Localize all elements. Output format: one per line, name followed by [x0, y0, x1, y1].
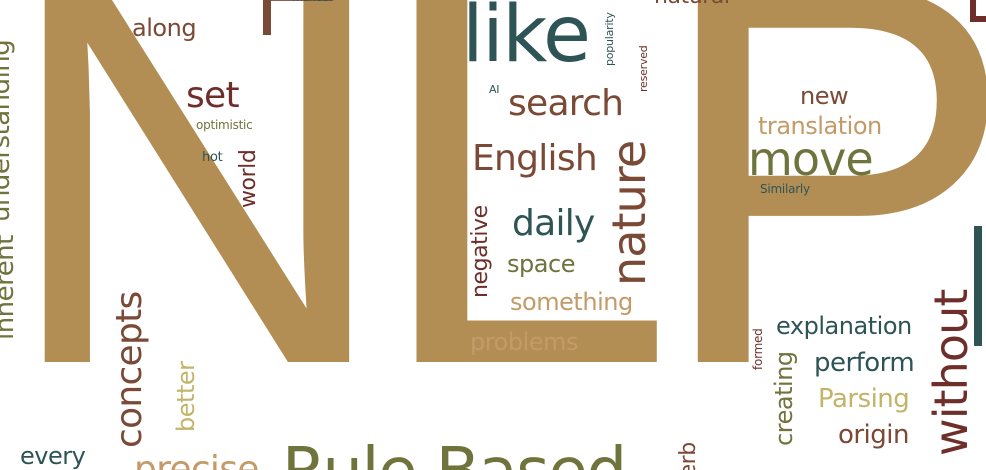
word-rule-based: Rule-Based [282, 440, 627, 470]
word-understanding: understanding [0, 39, 16, 222]
word-ai: AI [489, 83, 500, 96]
word-explanation: explanation [776, 312, 912, 340]
word-optimistic: optimistic [196, 118, 253, 132]
word-perform: perform [814, 348, 915, 378]
word-nature: nature [602, 140, 656, 286]
word-l-fragment: L [240, 0, 352, 34]
word-concepts: concepts [109, 291, 150, 448]
word-search: search [508, 83, 624, 124]
word-move: move [748, 132, 874, 186]
word-something: something [510, 288, 633, 316]
right-edge-glyph-bottom [974, 226, 986, 346]
word-origin: origin [838, 420, 909, 450]
word-manual: manual [292, 0, 332, 3]
right-edge-glyph-top [970, 0, 986, 22]
word-new: new [800, 82, 849, 110]
word-translation: translation [758, 112, 882, 140]
word-hot: hot [202, 150, 223, 165]
word-along: along [132, 14, 197, 42]
word-like: like [462, 0, 591, 80]
word-negative: negative [468, 205, 493, 298]
word-inherent: inherent [0, 235, 20, 340]
word-formed: formed [751, 328, 765, 370]
word-better: better [172, 361, 200, 432]
word-creating: creating [770, 351, 798, 446]
word-without: without [924, 289, 978, 457]
word-space: space [507, 250, 576, 278]
word-daily: daily [512, 203, 595, 244]
word-precise: precise [134, 449, 259, 470]
word-every: every [20, 442, 86, 470]
word-set: set [186, 75, 240, 116]
word-popularity: popularity [603, 12, 616, 66]
word-natural: natural [654, 0, 730, 8]
word-similarly: Similarly [760, 182, 810, 196]
word-world: world [236, 149, 261, 208]
word-problems: problems [470, 328, 578, 356]
word-parsing: Parsing [818, 384, 910, 414]
word-english: English [472, 138, 598, 179]
word-verb: verb [676, 442, 701, 470]
word-reserved: reserved [637, 45, 650, 92]
